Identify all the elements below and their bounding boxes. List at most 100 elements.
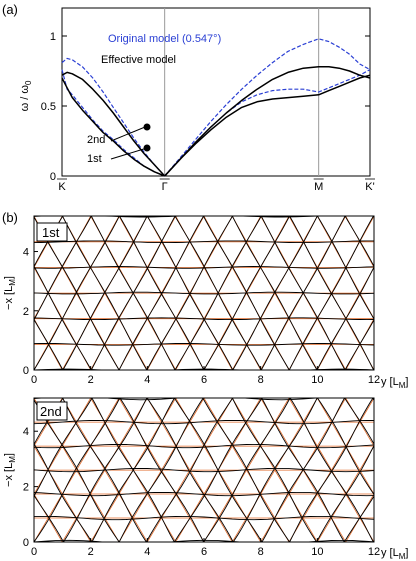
- displaced-lattice-line: [232, 398, 318, 542]
- x-tick-label: 10: [311, 546, 323, 558]
- y-tick-label: 0: [23, 537, 29, 549]
- displaced-lattice-line: [34, 216, 120, 370]
- displaced-lattice-line: [34, 419, 374, 425]
- y-tick-label: 0: [50, 171, 56, 183]
- displaced-lattice-line: [34, 318, 64, 370]
- displaced-lattice-line: [261, 398, 346, 542]
- original-lattice-line: [401, 163, 416, 400]
- x-axis-label-2nd: y [LM]: [381, 547, 408, 561]
- y-tick-label: 4: [23, 426, 29, 438]
- y-ticks: 00.51: [41, 31, 370, 183]
- original-lattice-line: [90, 398, 177, 542]
- original-lattice-line: [231, 398, 318, 542]
- x-ticks-1st: 0 2 4 6 8 10 12: [31, 366, 380, 386]
- x-tick-label: 4: [144, 546, 150, 558]
- displaced-lattice-line: [372, 216, 374, 219]
- label-1st: 1st: [42, 225, 60, 240]
- original-lattice-line: [175, 398, 262, 542]
- x-tick-label: 8: [258, 546, 264, 558]
- original-band-1: [61, 57, 166, 177]
- original-lattice-line: [345, 493, 374, 542]
- displaced-lattice-line: [146, 398, 234, 542]
- displaced-lattice-line: [316, 216, 374, 320]
- displaced-lattice-line: [34, 442, 93, 542]
- displaced-lattice-line: [34, 467, 374, 473]
- displaced-lattice-line: [62, 216, 148, 370]
- displaced-lattice-line: [173, 398, 263, 542]
- legend-original: Original model (0.547°): [108, 33, 221, 45]
- x-tick-label: 12: [368, 546, 380, 558]
- displaced-lattice-line: [91, 398, 175, 542]
- y-tick-label: 1: [50, 31, 56, 43]
- displaced-lattice-line: [344, 319, 374, 370]
- original-lattice-line: [373, 216, 374, 217]
- label-box-2nd: [36, 401, 68, 421]
- displaced-lattice-line: [61, 216, 148, 370]
- x-tick-label: 2: [88, 546, 94, 558]
- y-ticks-1st: 0 2 4: [23, 247, 38, 377]
- label-box-1st: [36, 222, 68, 242]
- displaced-lattice-line: [232, 216, 318, 370]
- displaced-lattice-line: [373, 163, 416, 400]
- original-lattice-line: [34, 317, 63, 370]
- displaced-lattice-line: [202, 216, 290, 370]
- original-band-0: [61, 69, 165, 177]
- displaced-lattice-line: [6, 164, 403, 166]
- displaced-lattice-line: [0, 163, 7, 400]
- displaced-lattice-line: [34, 240, 374, 244]
- x-tick-label: M: [314, 181, 323, 193]
- effective-band-6: [164, 66, 371, 177]
- marker-1st: [143, 144, 151, 152]
- original-lattice-line: [316, 266, 374, 370]
- x-ticks-2nd: 0 2 4 6 8 10 12: [31, 538, 380, 558]
- displaced-lattice-line: [146, 216, 234, 370]
- x-tick-label: K': [365, 181, 374, 193]
- displaced-lattice-line: [34, 398, 120, 542]
- x-tick-label: 6: [201, 546, 207, 558]
- displaced-lattice-line: [261, 398, 345, 542]
- lattice-plot-2nd: 2nd 0 2 4 6 8 10 12 0 2 4 −x [LM] y [LM]: [3, 349, 408, 561]
- displaced-lattice-line: [118, 398, 204, 542]
- displaced-lattice-line: [34, 443, 374, 449]
- displaced-lattice-line: [62, 398, 147, 542]
- x-tick-label: Γ: [162, 181, 168, 193]
- y-axis-label-2nd: −x [LM]: [3, 453, 17, 487]
- original-lattice-line: [0, 163, 35, 400]
- displaced-lattice-line: [34, 216, 120, 370]
- original-lattice-line: [260, 398, 347, 542]
- y-axis-label: ω / ω0: [19, 80, 33, 111]
- displaced-lattice-line: [62, 398, 148, 542]
- displaced-lattice-line: [6, 349, 403, 352]
- displaced-lattice-line: [174, 216, 262, 370]
- displaced-lattice-line: [34, 266, 374, 269]
- original-lattice-line: [373, 163, 416, 400]
- displaced-lattice-line: [260, 216, 346, 370]
- original-lattice-line: [175, 398, 262, 542]
- x-tick-label: 4: [144, 374, 150, 386]
- original-lattice-line: [34, 398, 92, 495]
- displaced-lattice-line: [174, 216, 262, 370]
- plot-frame: [61, 7, 371, 177]
- lattice-lines-1st: [0, 163, 416, 400]
- displaced-lattice-line: [34, 216, 92, 321]
- displaced-lattice-line: [90, 216, 176, 370]
- displaced-lattice-line: [289, 398, 374, 542]
- lattice-plot-1st: 1st 0 2 4 6 8 10 12 0 2 4 −x [LM] y [LM]: [0, 163, 416, 400]
- x-ticks: K Γ M K': [57, 178, 375, 193]
- x-tick-label: 0: [31, 374, 37, 386]
- y-ticks-2nd: 0 2 4: [23, 426, 38, 549]
- displaced-lattice-line: [316, 444, 374, 542]
- pointer-1st: [110, 147, 148, 160]
- displaced-lattice-line: [90, 216, 176, 370]
- panel-a-label: (a): [2, 2, 18, 17]
- displaced-lattice-line: [34, 494, 65, 542]
- annotation-2nd: 2nd: [87, 134, 105, 146]
- x-axis-label-1st: y [LM]: [381, 376, 408, 390]
- displaced-lattice-line: [91, 398, 175, 542]
- displaced-lattice-line: [203, 216, 291, 370]
- displaced-lattice-line: [289, 216, 374, 370]
- original-lattice-line: [0, 163, 7, 400]
- original-lattice-line: [90, 398, 177, 542]
- displaced-lattice-line: [34, 343, 374, 346]
- displaced-lattice-line: [173, 398, 263, 542]
